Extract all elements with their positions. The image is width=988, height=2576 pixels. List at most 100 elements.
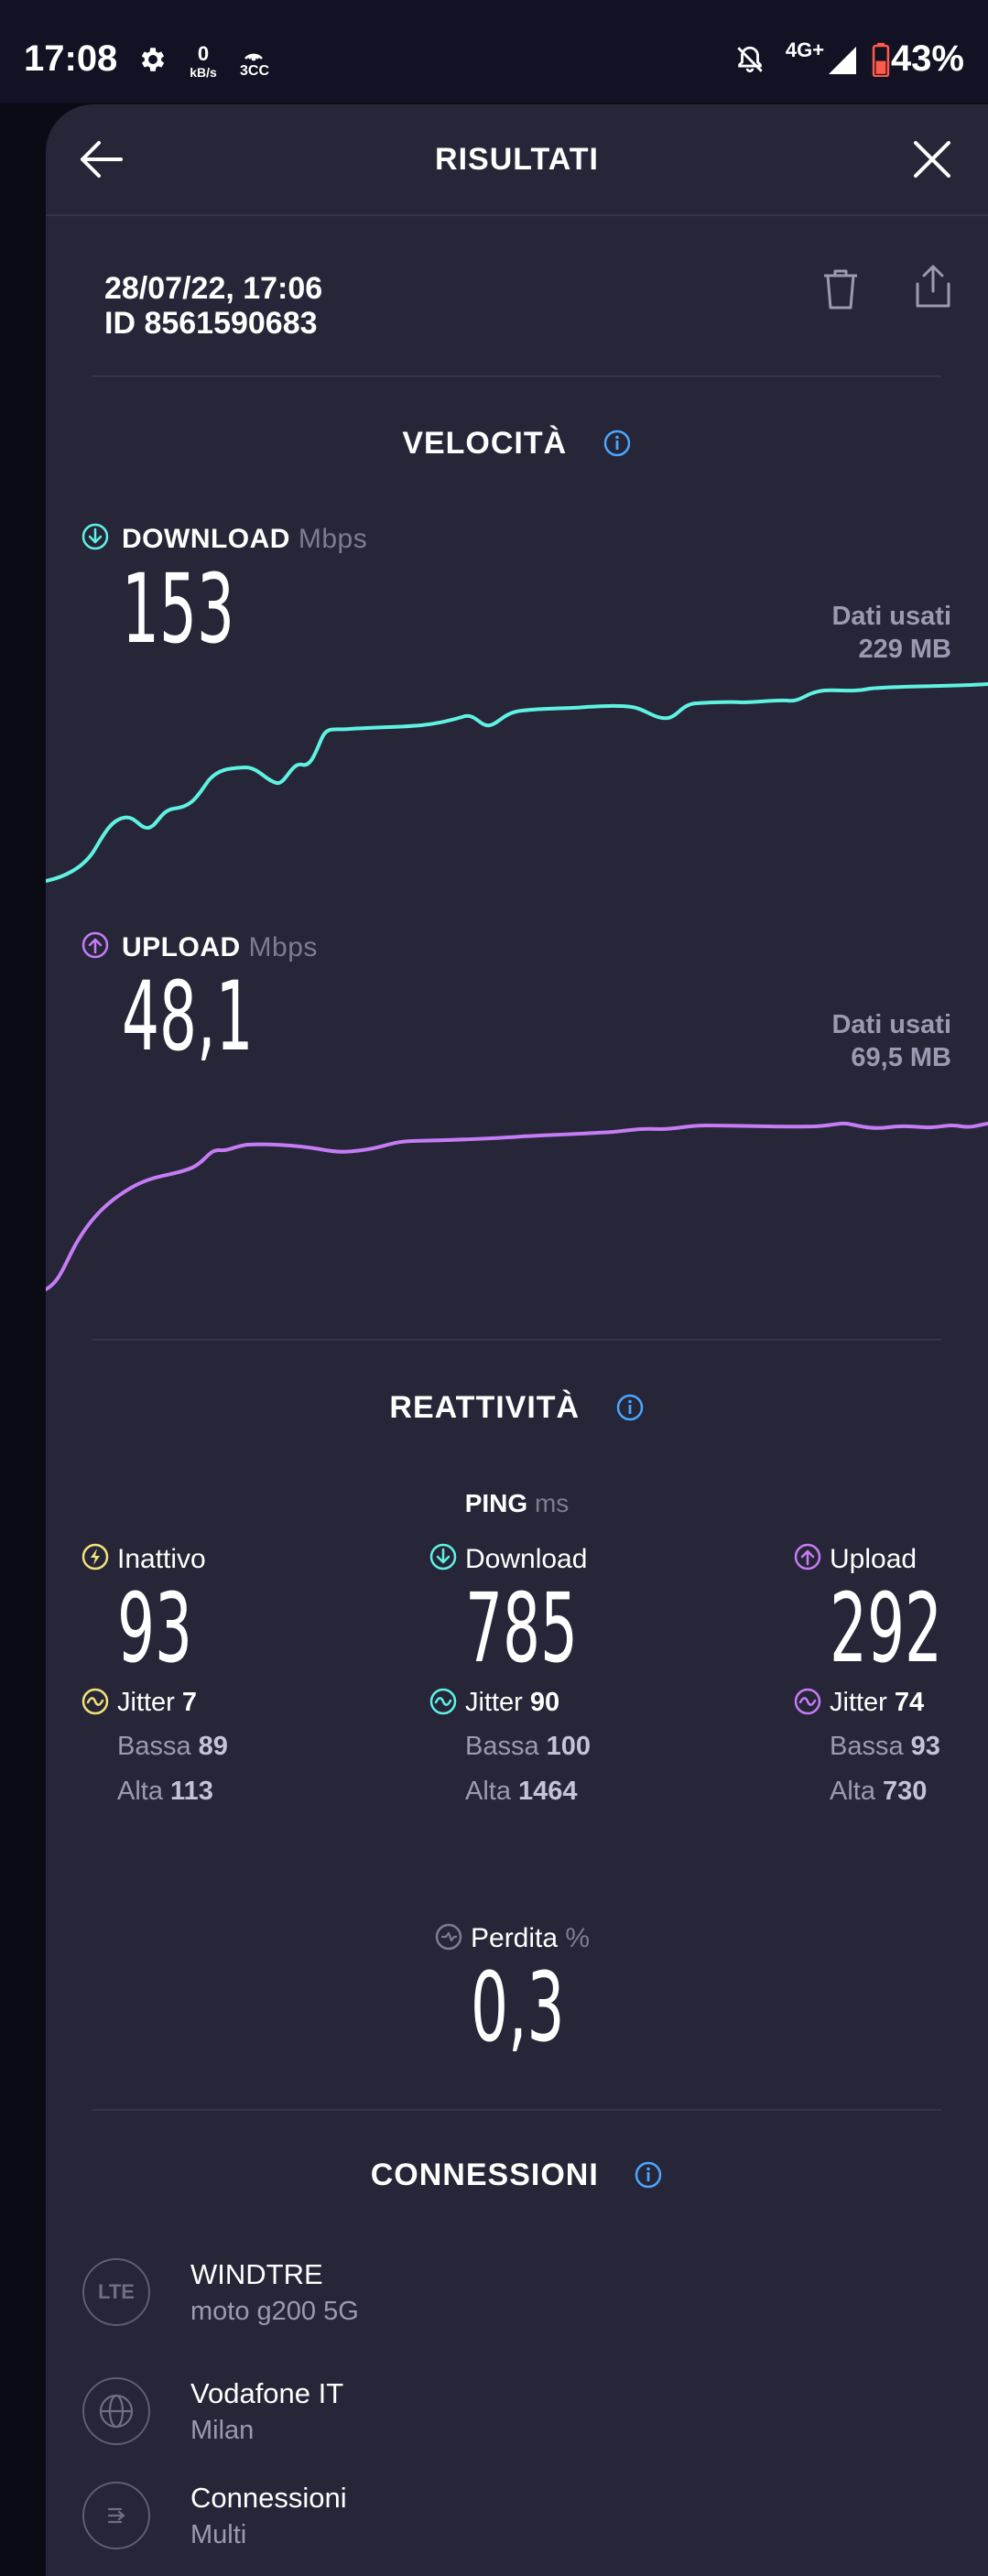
upload-data-used-value: 69,5 MB <box>851 1043 951 1072</box>
ping-idle-jitter: Jitter 7 <box>117 1688 197 1718</box>
ping-download-high: Alta 1464 <box>465 1777 578 1807</box>
responsiveness-divider <box>92 2109 941 2111</box>
connection-sub: Milan <box>190 2416 255 2445</box>
upload-label-text: UPLOAD <box>122 932 241 962</box>
hotspot-icon <box>244 53 263 61</box>
jitter-icon <box>429 1688 457 1715</box>
close-icon[interactable] <box>912 139 952 179</box>
connection-sub: Multi <box>190 2520 247 2549</box>
high-value: 730 <box>883 1777 928 1806</box>
download-label-text: DOWNLOAD <box>122 524 290 554</box>
ping-upload-value: 292 <box>830 1572 943 1684</box>
net-speed-unit: kB/s <box>190 65 217 80</box>
upload-data-used-label: Dati usati <box>831 1010 951 1039</box>
info-icon[interactable] <box>603 429 632 458</box>
battery-icon <box>872 42 890 77</box>
info-icon[interactable] <box>634 2160 663 2190</box>
high-label: Alta <box>117 1777 163 1806</box>
ping-idle-low: Bassa 89 <box>117 1732 228 1762</box>
ping-label: PING <box>464 1489 528 1517</box>
page-title: RISULTATI <box>435 142 599 177</box>
ping-upload-low: Bassa 93 <box>830 1732 940 1762</box>
loss-value: 0,3 <box>471 1951 565 2063</box>
low-value: 93 <box>910 1732 940 1761</box>
upload-unit: Mbps <box>248 932 318 962</box>
extra-label: 3CC <box>239 63 269 79</box>
settings-icon <box>141 48 165 71</box>
trash-icon[interactable] <box>820 267 861 311</box>
meta-divider <box>92 375 941 377</box>
speed-section-title: VELOCITÀ <box>46 424 988 462</box>
ping-header: PING ms <box>46 1489 988 1518</box>
upload-arrow-icon <box>81 931 109 959</box>
upload-label: UPLOAD Mbps <box>122 932 318 963</box>
connections-section-title: CONNESSIONI <box>46 2156 988 2193</box>
info-icon[interactable] <box>615 1393 645 1422</box>
connection-sub: moto g200 5G <box>190 2297 359 2326</box>
download-data-used: Dati usati 229 MB <box>831 600 951 666</box>
ping-download-value: 785 <box>465 1572 579 1684</box>
jitter-value: 90 <box>529 1688 560 1717</box>
low-value: 89 <box>198 1732 228 1761</box>
jitter-label: Jitter <box>830 1688 887 1717</box>
ping-upload-label: Upload <box>830 1544 917 1574</box>
high-value: 1464 <box>518 1777 578 1806</box>
idle-lightning-icon <box>81 1543 109 1571</box>
download-arrow-icon <box>81 523 109 550</box>
loss-unit: % <box>565 1923 591 1953</box>
result-datetime: 28/07/22, 17:06 <box>104 271 323 306</box>
ping-idle-high: Alta 113 <box>117 1777 213 1807</box>
download-speed-graph <box>46 682 988 883</box>
download-data-used-value: 229 MB <box>858 635 951 664</box>
low-value: 100 <box>546 1732 592 1761</box>
responsiveness-title-text: REATTIVITÀ <box>389 1389 581 1425</box>
speed-divider <box>92 1339 941 1341</box>
packet-loss-icon <box>435 1923 462 1951</box>
speed-title-text: VELOCITÀ <box>402 425 568 461</box>
download-arrow-icon <box>429 1543 457 1571</box>
result-id: ID 8561590683 <box>104 306 318 341</box>
ping-idle-label: Inattivo <box>117 1544 206 1574</box>
connections-title-text: CONNESSIONI <box>370 2157 599 2192</box>
network-type: 4G+ <box>785 38 825 61</box>
low-label: Bassa <box>117 1732 191 1761</box>
jitter-value: 74 <box>894 1688 925 1717</box>
ping-upload-jitter: Jitter 74 <box>830 1688 924 1718</box>
jitter-label: Jitter <box>117 1688 175 1717</box>
download-unit: Mbps <box>298 524 368 554</box>
ping-idle-value: 93 <box>117 1572 193 1684</box>
battery-percent: 43% <box>890 38 964 79</box>
connection-name: Vodafone IT <box>190 2377 344 2409</box>
ping-download-jitter: Jitter 90 <box>465 1688 559 1718</box>
jitter-label: Jitter <box>465 1688 523 1717</box>
loss-label: Perdita % <box>471 1923 590 1954</box>
upload-data-used: Dati usati 69,5 MB <box>831 1008 951 1074</box>
jitter-icon <box>794 1688 821 1715</box>
arrow-left-icon[interactable] <box>77 137 125 181</box>
upload-speed-graph <box>46 1121 988 1291</box>
jitter-value: 7 <box>181 1688 198 1717</box>
low-label: Bassa <box>830 1732 904 1761</box>
status-time: 17:08 <box>24 38 118 79</box>
net-speed-value: 0 <box>197 42 210 65</box>
download-label: DOWNLOAD Mbps <box>122 524 367 555</box>
bell-off-icon <box>737 46 763 73</box>
connections-icon <box>82 2482 150 2549</box>
share-icon[interactable] <box>912 264 954 310</box>
ping-download-low: Bassa 100 <box>465 1732 591 1762</box>
high-label: Alta <box>830 1777 875 1806</box>
ping-download-label: Download <box>465 1544 588 1574</box>
status-bar: 17:08 0 kB/s 3CC 4G+ 43% <box>0 0 988 103</box>
upload-value: 48,1 <box>122 961 254 1072</box>
high-value: 113 <box>170 1777 213 1806</box>
connection-name: Connessioni <box>190 2482 347 2514</box>
connection-name: WINDTRE <box>190 2258 323 2290</box>
ping-upload-high: Alta 730 <box>830 1777 927 1807</box>
jitter-icon <box>81 1688 109 1715</box>
ping-unit: ms <box>534 1489 570 1517</box>
download-value: 153 <box>122 553 235 665</box>
globe-icon <box>82 2377 150 2445</box>
signal-icon <box>829 47 856 74</box>
header-divider <box>46 214 988 216</box>
low-label: Bassa <box>465 1732 539 1761</box>
